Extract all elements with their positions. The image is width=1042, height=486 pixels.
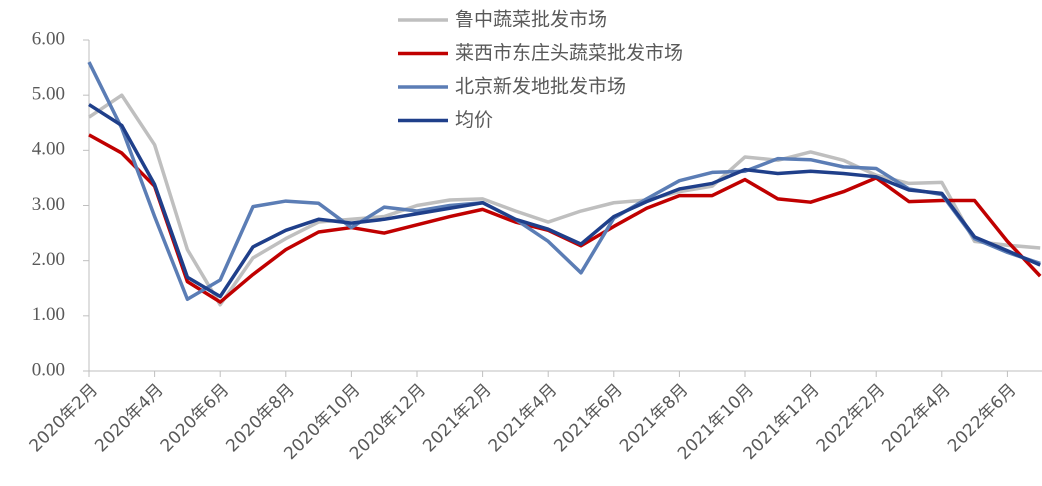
- legend-label: 均价: [455, 109, 493, 131]
- x-tick-label: 2021年6月: [550, 380, 626, 456]
- x-tick-label: 2022年6月: [944, 380, 1020, 456]
- y-tick-label: 5.00: [32, 84, 65, 105]
- legend-label: 北京新发地批发市场: [455, 76, 626, 98]
- y-tick-label: 3.00: [32, 194, 65, 215]
- x-tick-label: 2020年6月: [157, 380, 233, 456]
- x-tick-label: 2020年4月: [91, 380, 167, 456]
- y-tick-label: 6.00: [32, 28, 65, 49]
- legend-label: 莱西市东庄头蔬菜批发市场: [455, 42, 683, 64]
- x-tick-label: 2021年4月: [485, 380, 561, 456]
- legend-label: 鲁中蔬菜批发市场: [455, 9, 607, 31]
- x-tick-label: 2022年4月: [878, 380, 954, 456]
- x-tick-label: 2021年2月: [419, 380, 495, 456]
- x-tick-label: 2022年2月: [813, 380, 889, 456]
- series-line: [88, 103, 1041, 299]
- x-tick-label: 2020年2月: [26, 380, 102, 456]
- y-tick-label: 0.00: [32, 359, 65, 380]
- series-line: [88, 93, 1041, 307]
- y-tick-label: 2.00: [32, 249, 65, 270]
- y-tick-label: 4.00: [32, 139, 65, 160]
- y-tick-label: 1.00: [32, 304, 65, 325]
- series-line: [87, 61, 1041, 302]
